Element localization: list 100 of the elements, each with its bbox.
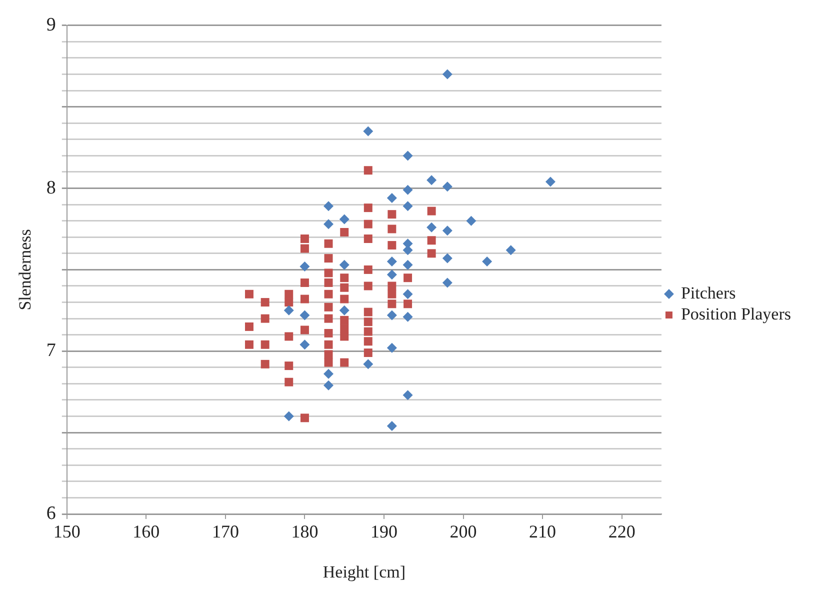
point <box>363 126 374 136</box>
point <box>363 359 374 370</box>
point <box>340 358 349 367</box>
point <box>324 201 334 212</box>
x-tick-label: 180 <box>291 522 318 542</box>
point <box>300 326 309 334</box>
point <box>324 268 333 278</box>
point <box>284 378 294 386</box>
point <box>427 249 436 258</box>
point <box>324 239 333 248</box>
point <box>364 220 372 228</box>
point <box>340 316 349 324</box>
point <box>482 256 492 267</box>
point <box>404 300 412 308</box>
y-tick-label: 6 <box>46 502 56 524</box>
point <box>324 340 333 349</box>
point <box>364 265 372 274</box>
point <box>364 282 372 290</box>
x-tick-label: 220 <box>608 522 636 542</box>
x-tick-label: 200 <box>450 522 477 542</box>
point <box>442 182 452 192</box>
point <box>340 332 349 341</box>
point <box>426 222 437 232</box>
point <box>284 411 294 422</box>
point <box>340 294 349 304</box>
point <box>324 302 333 312</box>
point <box>364 337 372 346</box>
point <box>402 150 413 161</box>
point <box>388 224 396 234</box>
point <box>364 348 372 358</box>
point <box>404 274 412 282</box>
x-tick-label: 150 <box>53 522 80 542</box>
point <box>339 214 350 224</box>
point <box>260 298 270 307</box>
point <box>386 193 397 204</box>
point <box>402 245 413 256</box>
y-axis-title: Slenderness <box>16 229 35 310</box>
point <box>324 290 333 298</box>
point <box>364 318 372 326</box>
point <box>284 298 294 307</box>
point <box>324 314 333 323</box>
point <box>466 216 476 226</box>
point <box>388 241 396 250</box>
point <box>388 282 396 290</box>
point <box>364 166 372 175</box>
y-tick-label: 7 <box>46 340 56 362</box>
point <box>300 234 309 243</box>
point <box>340 283 349 292</box>
point <box>506 245 516 256</box>
point <box>386 270 397 280</box>
point <box>386 342 397 353</box>
legend-label: Position Players <box>680 304 792 324</box>
point <box>402 201 413 212</box>
point <box>364 204 372 212</box>
point <box>324 328 333 338</box>
point <box>388 210 396 219</box>
point <box>364 308 372 316</box>
point <box>340 274 349 282</box>
point <box>284 332 294 341</box>
point <box>402 260 413 270</box>
point <box>427 236 436 245</box>
point <box>284 290 294 298</box>
x-tick-label: 190 <box>370 522 398 542</box>
point <box>386 310 397 320</box>
point <box>364 327 372 336</box>
point <box>442 69 452 80</box>
point <box>402 289 413 300</box>
point <box>284 362 294 370</box>
point <box>300 244 309 253</box>
point <box>442 226 452 236</box>
point <box>244 322 254 331</box>
point <box>388 290 396 298</box>
point <box>260 314 270 323</box>
x-tick-label: 170 <box>212 522 239 542</box>
point <box>300 414 309 422</box>
y-tick-label: 9 <box>46 14 56 36</box>
legend-label: Pitchers <box>680 283 736 302</box>
point <box>340 228 349 236</box>
point <box>300 340 310 350</box>
x-tick-label: 210 <box>529 522 556 542</box>
point <box>324 358 333 367</box>
point <box>442 253 452 264</box>
point <box>388 300 396 308</box>
point <box>324 278 333 287</box>
point <box>402 390 413 400</box>
point <box>300 294 309 304</box>
point <box>364 234 372 243</box>
point <box>324 368 334 379</box>
y-tick-label: 8 <box>46 177 56 198</box>
point <box>442 278 452 288</box>
point <box>386 421 397 432</box>
point <box>339 305 350 316</box>
point <box>324 380 334 390</box>
point <box>402 312 413 322</box>
point <box>402 184 413 195</box>
point <box>300 261 310 272</box>
x-tick-label: 160 <box>132 522 160 542</box>
point <box>324 219 334 230</box>
point <box>340 324 349 333</box>
x-axis-title: Height [cm] <box>322 562 406 582</box>
